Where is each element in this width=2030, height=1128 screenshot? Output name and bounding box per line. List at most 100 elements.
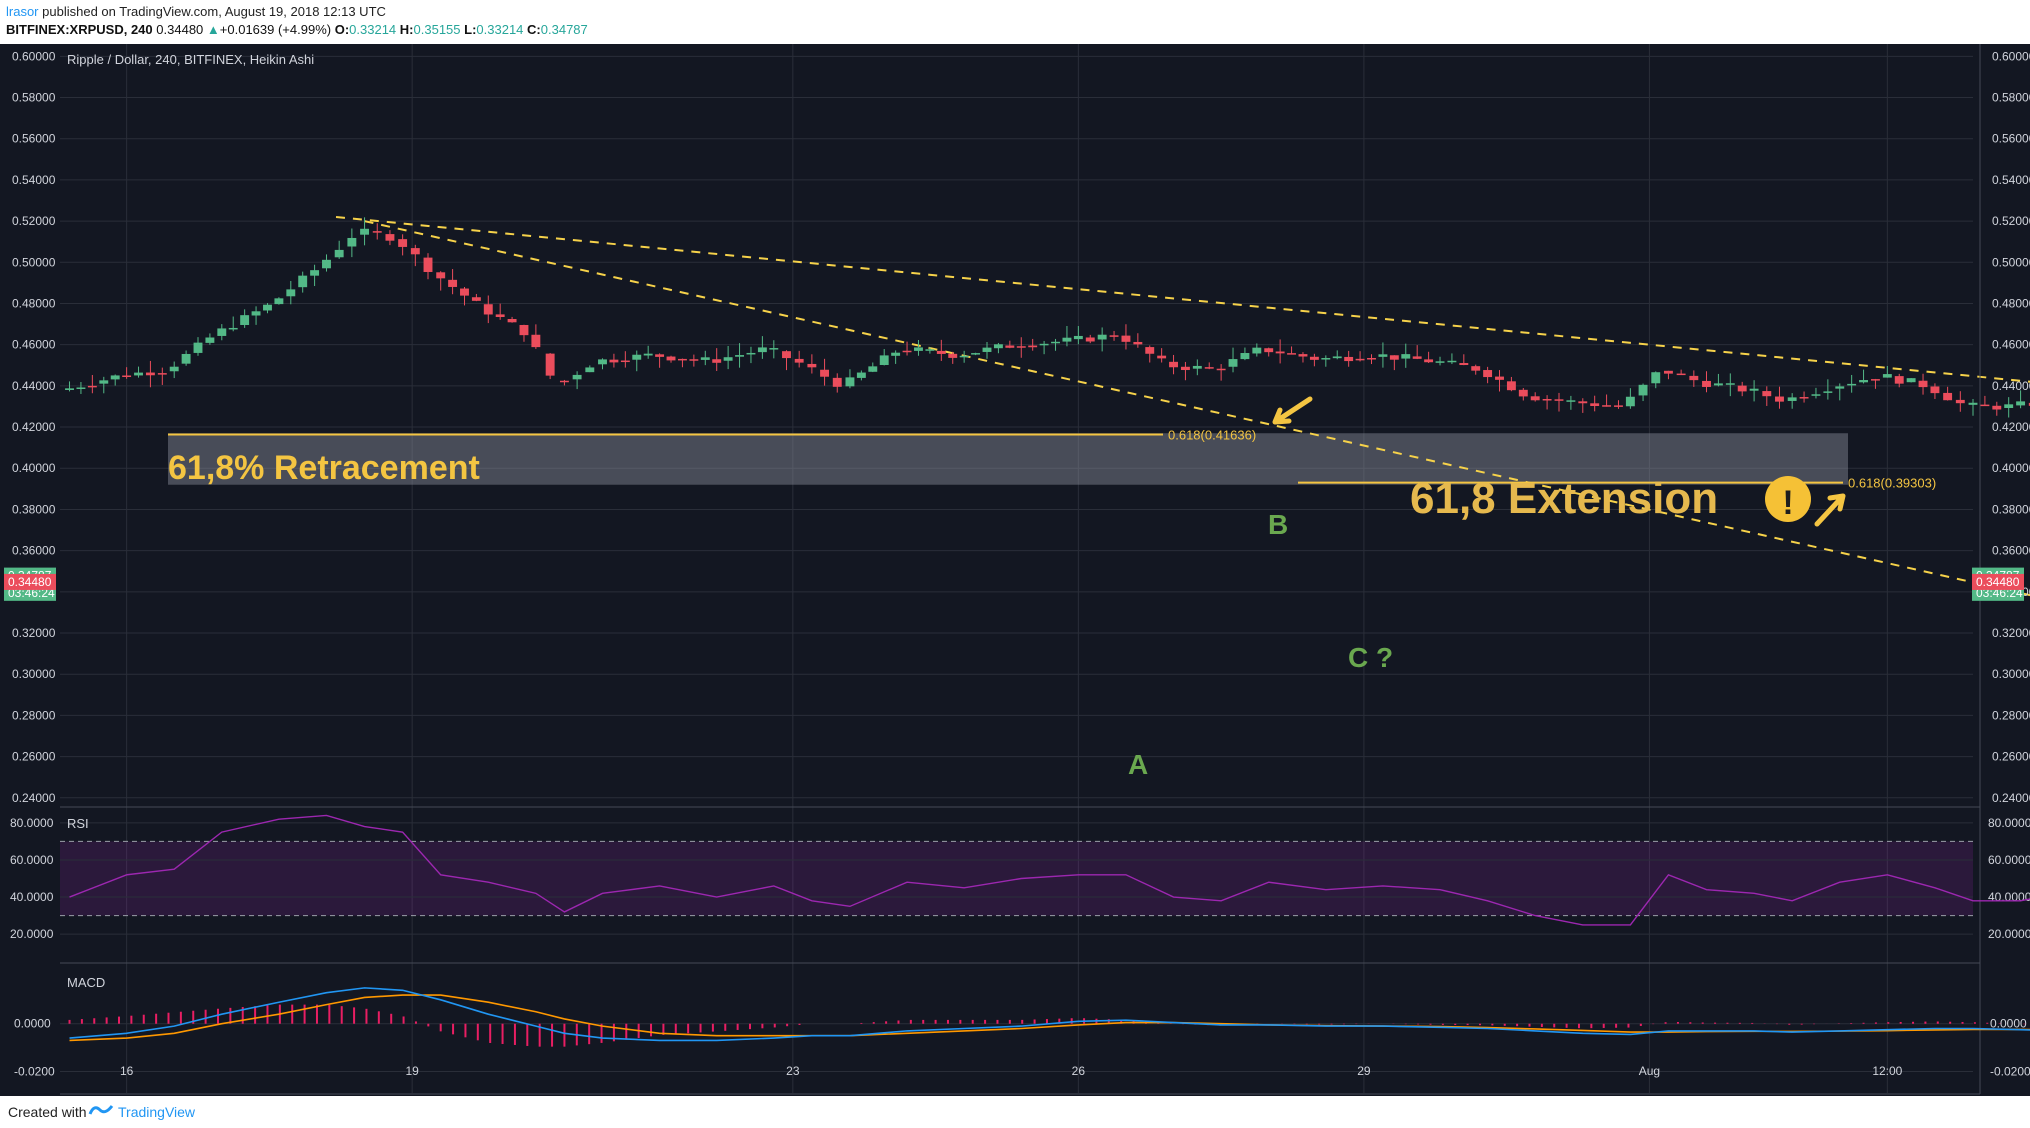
- candle: [99, 380, 109, 384]
- y-tick-label: 0.28000: [12, 708, 56, 722]
- candle: [157, 373, 167, 375]
- candle: [274, 298, 284, 305]
- candle: [1578, 401, 1588, 404]
- candle: [948, 353, 958, 358]
- candle: [598, 359, 607, 365]
- y-tick-label: 0.52000: [12, 214, 56, 228]
- candle: [65, 388, 74, 390]
- candle: [263, 304, 272, 311]
- candle: [1749, 388, 1759, 391]
- candle: [757, 347, 767, 353]
- candle: [1554, 399, 1564, 401]
- candle: [643, 353, 653, 356]
- y-tick-label: 0.32000: [1992, 626, 2030, 640]
- candle: [936, 350, 946, 354]
- candle: [609, 359, 619, 363]
- candle: [1713, 383, 1723, 386]
- rsi-tick-label: 20.0000: [1988, 927, 2030, 941]
- candle: [1039, 343, 1049, 346]
- candle: [782, 351, 791, 359]
- x-tick-label: 26: [1072, 1064, 1086, 1078]
- chart-header: lrasor published on TradingView.com, Aug…: [0, 0, 2030, 44]
- y-tick-label: 0.40000: [12, 461, 56, 475]
- candle: [620, 360, 630, 363]
- macd-tick-label: 0.0000: [14, 1017, 51, 1031]
- candle: [1542, 398, 1552, 401]
- price-tag: [4, 573, 56, 590]
- x-tick-label: 29: [1357, 1064, 1371, 1078]
- candle: [1216, 368, 1226, 371]
- candle: [1894, 376, 1904, 384]
- high-value: 0.35155: [413, 22, 461, 37]
- candle: [1625, 396, 1635, 407]
- candle: [372, 231, 382, 233]
- candle: [1725, 383, 1735, 385]
- open-value: 0.33214: [349, 22, 397, 37]
- candle: [1298, 354, 1308, 357]
- created-with-label: Created with: [8, 1104, 87, 1120]
- candle: [347, 237, 357, 247]
- y-tick-label: 0.26000: [1992, 750, 2030, 764]
- candle: [1835, 386, 1845, 389]
- y-tick-label: 0.42000: [1992, 420, 2030, 434]
- candle: [1097, 334, 1107, 340]
- low-label: L:: [464, 22, 477, 37]
- rsi-tick-label: 20.0000: [10, 927, 54, 941]
- candle: [1530, 396, 1540, 401]
- candle: [181, 353, 191, 364]
- y-tick-label: 0.46000: [1992, 338, 2030, 352]
- chart-legend: Ripple / Dollar, 240, BITFINEX, Heikin A…: [67, 52, 314, 67]
- candle: [1424, 359, 1434, 363]
- candle: [2004, 404, 2014, 408]
- fib-zone: [168, 433, 1848, 485]
- candle: [310, 270, 320, 276]
- candle: [1930, 386, 1940, 394]
- x-tick-label: 23: [786, 1064, 800, 1078]
- candle: [1332, 356, 1342, 359]
- y-tick-label: 0.58000: [1992, 91, 2030, 105]
- wave-label-c: C ?: [1348, 642, 1393, 673]
- candle: [1506, 381, 1516, 391]
- chart-canvas[interactable]: 0.618(0.41636) 0.618(0.39303) 61,8% Retrac…: [0, 44, 2030, 1096]
- y-tick-label: 0.60000: [1992, 49, 2030, 63]
- candle: [545, 353, 555, 376]
- candle: [205, 337, 215, 343]
- candle: [959, 355, 969, 358]
- candle: [1968, 402, 1978, 405]
- candle: [1157, 355, 1167, 359]
- candle: [1435, 361, 1445, 363]
- candle: [856, 372, 866, 378]
- candle: [1823, 391, 1833, 393]
- candle: [1264, 348, 1274, 353]
- candle: [735, 355, 744, 357]
- macd-label: MACD: [67, 975, 105, 990]
- candle: [1495, 376, 1504, 380]
- candle: [360, 228, 370, 235]
- candle: [1073, 335, 1083, 340]
- y-tick-label: 0.28000: [1992, 708, 2030, 722]
- x-tick-label: 12:00: [1872, 1064, 1902, 1078]
- candle: [1109, 335, 1119, 337]
- candle: [507, 318, 517, 323]
- candle: [666, 356, 676, 361]
- candle: [585, 367, 595, 373]
- candle: [1943, 392, 1953, 401]
- trendline: [335, 215, 2030, 383]
- candle: [971, 353, 981, 355]
- x-tick-label: 16: [120, 1064, 134, 1078]
- tradingview-logo-icon: [88, 1105, 114, 1115]
- candle: [845, 377, 855, 387]
- candle: [1240, 353, 1250, 360]
- author-link[interactable]: lrasor: [6, 4, 39, 19]
- x-tick-label: 19: [405, 1064, 419, 1078]
- y-tick-label: 0.50000: [12, 255, 56, 269]
- candle: [925, 349, 935, 351]
- candle: [1378, 354, 1388, 357]
- symbol-name: BITFINEX:XRPUSD, 240: [6, 22, 153, 37]
- candle: [1309, 356, 1319, 360]
- candle: [298, 275, 308, 288]
- candle: [1145, 347, 1155, 354]
- tradingview-link[interactable]: TradingView: [118, 1104, 196, 1120]
- candle: [1228, 359, 1238, 367]
- candle: [1762, 391, 1772, 397]
